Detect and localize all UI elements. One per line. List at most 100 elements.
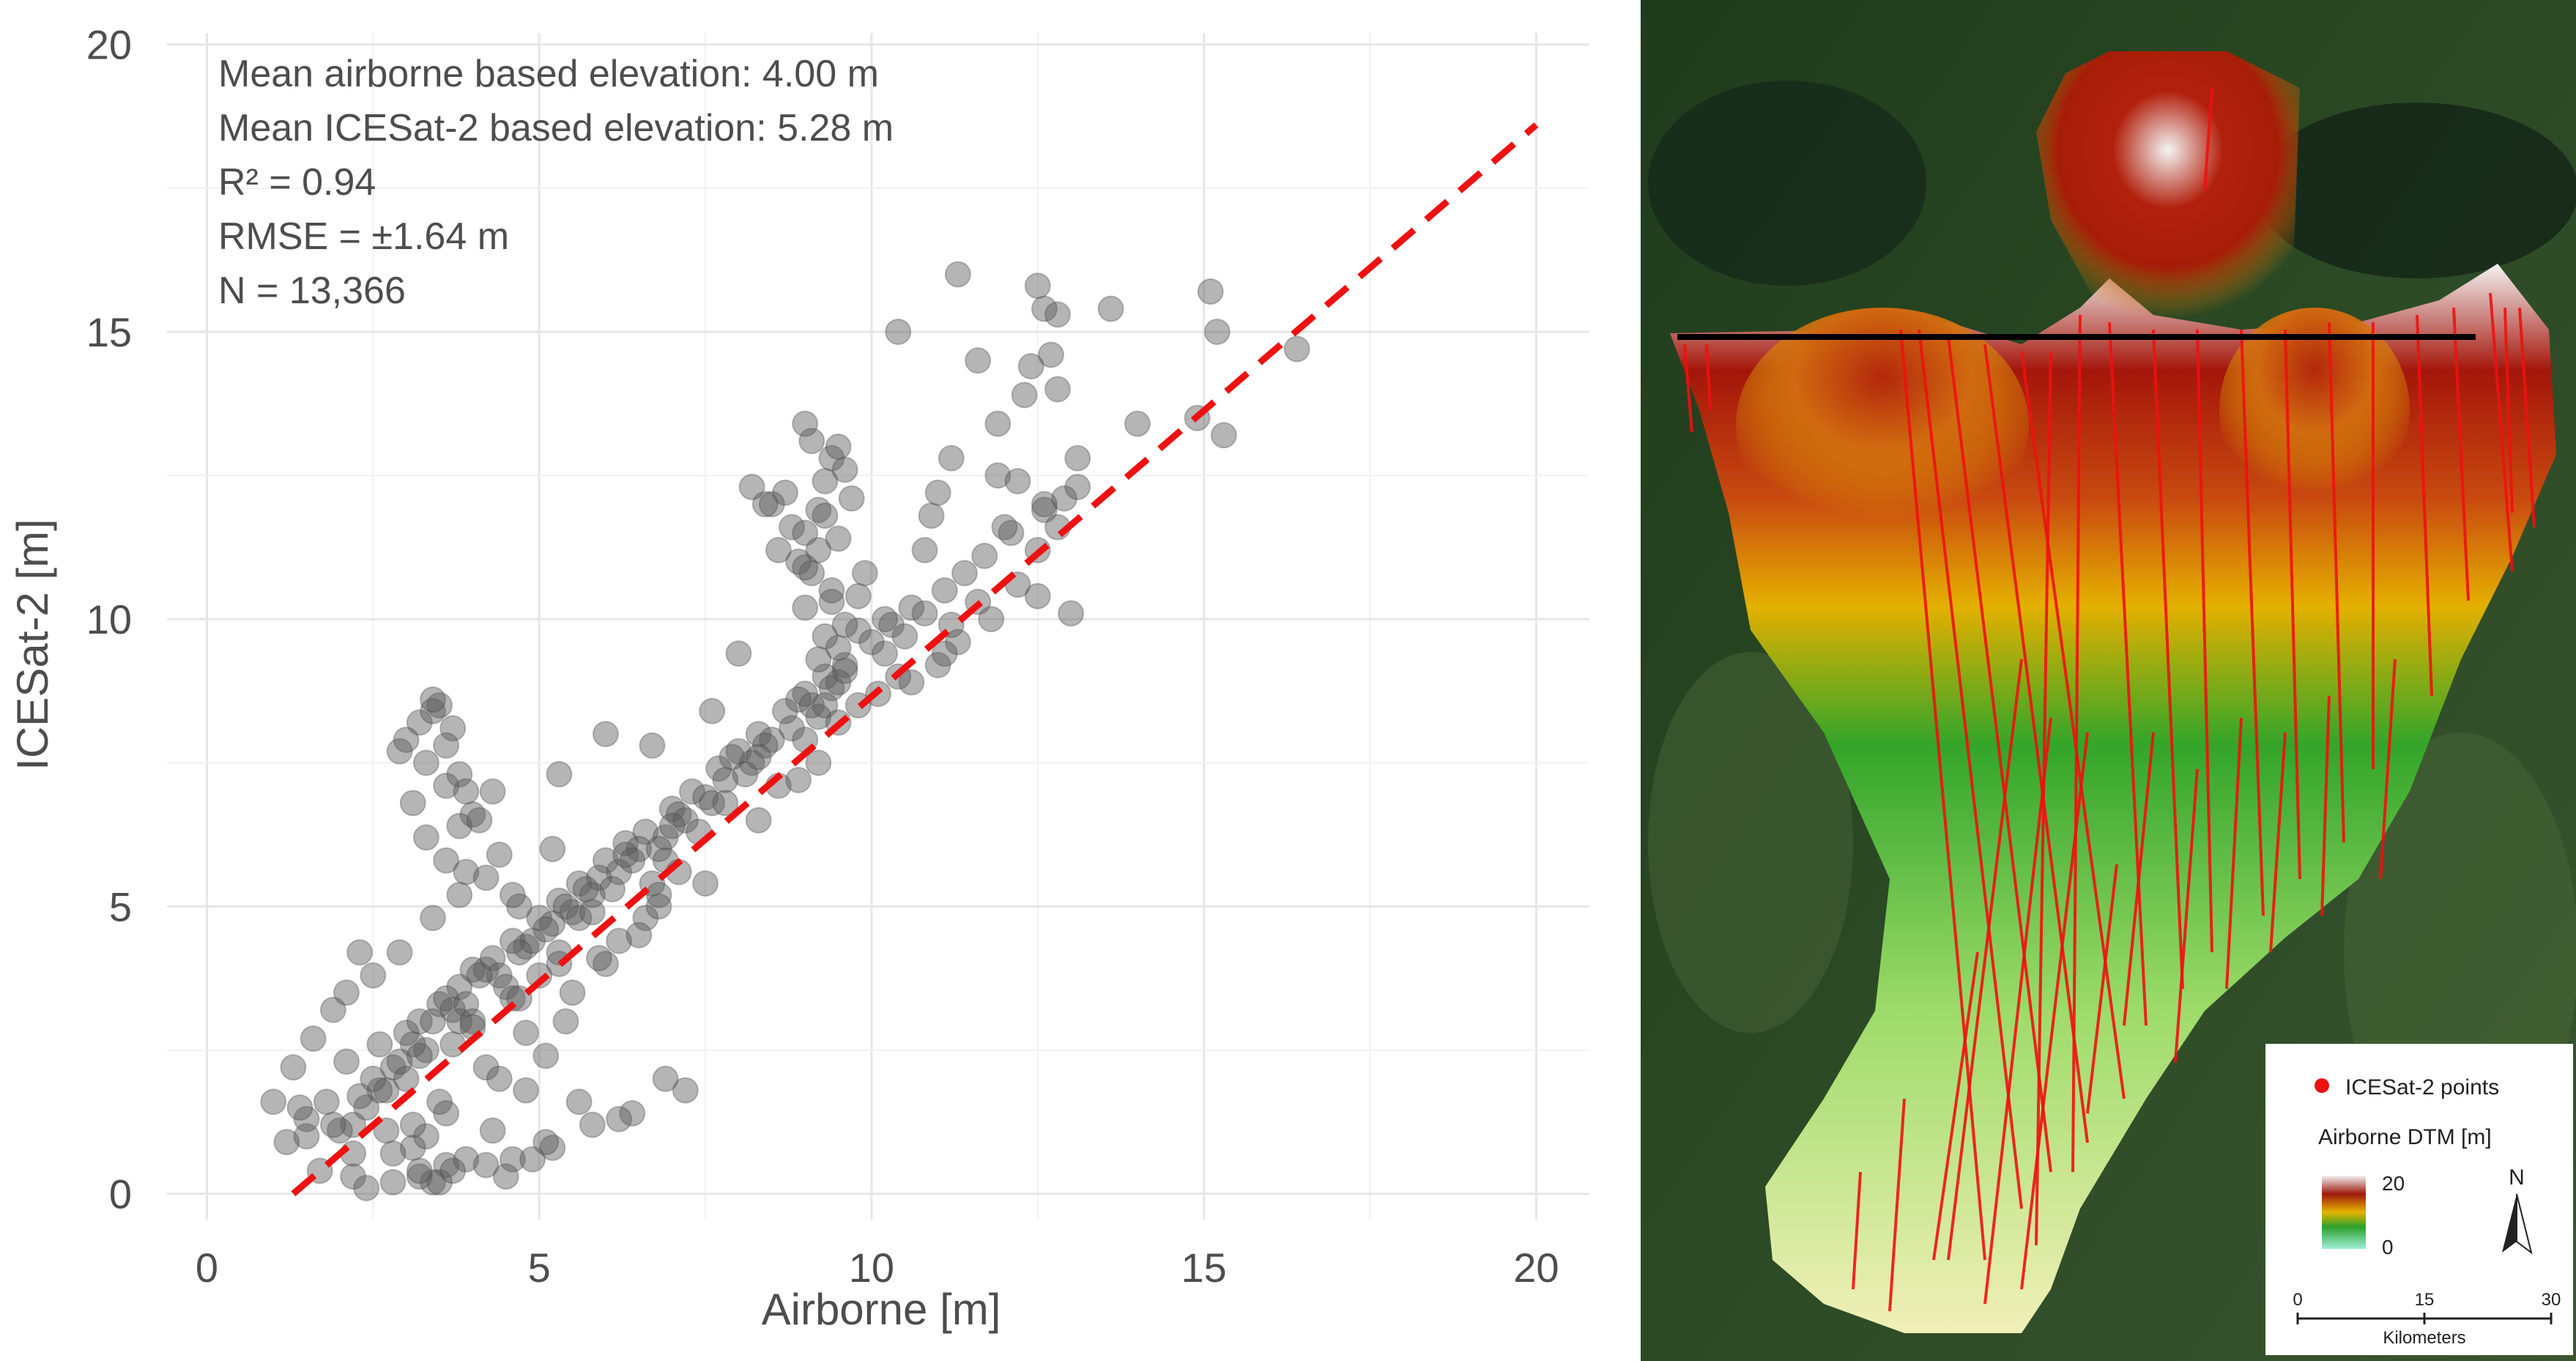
icesat2-track	[2152, 329, 2184, 990]
scatter-point	[818, 445, 845, 472]
scatter-point	[479, 945, 506, 972]
scatter-point	[313, 1089, 340, 1116]
scatter-point	[379, 1169, 407, 1196]
scatter-point	[812, 691, 839, 719]
scatter-point	[699, 697, 726, 724]
scatter-point	[818, 588, 845, 615]
scatter-point	[898, 669, 925, 696]
scatter-point	[1124, 410, 1151, 437]
scatter-point	[672, 1077, 699, 1104]
scatter-point	[1004, 467, 1031, 494]
scatter-point	[459, 1008, 486, 1035]
icesat2-track	[1705, 344, 1712, 411]
scatter-point	[439, 1031, 467, 1058]
scatter-point	[373, 1077, 400, 1104]
icesat2-track	[2320, 695, 2331, 916]
scatter-point	[472, 1054, 500, 1081]
scatter-point	[459, 801, 486, 828]
annotation-mean-airborne: Mean airborne based elevation: 4.00 m	[218, 53, 879, 95]
scatter-point	[412, 824, 439, 851]
scatter-point	[798, 427, 825, 454]
legend-colorbar	[2322, 1176, 2366, 1249]
scatter-point	[719, 743, 746, 771]
scatter-point	[552, 893, 579, 920]
scatter-point	[785, 766, 812, 793]
scatter-point	[419, 1169, 446, 1196]
icesat2-track	[1852, 1171, 1862, 1290]
scatter-point	[439, 715, 467, 742]
scatter-point	[326, 1117, 353, 1144]
annotation-mean-icesat: Mean ICESat-2 based elevation: 5.28 m	[218, 107, 894, 149]
scatter-point	[446, 881, 473, 908]
scatter-point	[453, 1146, 480, 1173]
scatter-point	[539, 835, 566, 862]
scatter-point	[565, 870, 593, 897]
scatter-point	[1031, 491, 1058, 518]
scatter-point	[831, 612, 858, 639]
scatter-point	[885, 318, 912, 345]
icesat2-track	[1983, 344, 2089, 1143]
dtm-upper-lobe	[2036, 51, 2300, 333]
scatter-point	[406, 1008, 433, 1035]
scatter-point	[805, 497, 832, 524]
scatter-point	[672, 806, 699, 834]
scatter-point	[333, 1048, 360, 1075]
scatter-point	[280, 1054, 307, 1081]
scatter-point	[1044, 376, 1072, 403]
dtm-west-ridge	[1736, 308, 2029, 542]
scatter-point	[878, 612, 905, 639]
scatter-point	[599, 875, 626, 902]
scatter-point	[433, 1099, 460, 1127]
scatter-point	[845, 582, 872, 609]
scatter-point	[519, 927, 546, 954]
scatter-point	[412, 1123, 439, 1150]
scatter-point	[319, 1111, 346, 1138]
scatter-point	[1031, 497, 1058, 524]
scatter-point	[419, 686, 446, 713]
scatter-point	[944, 628, 971, 656]
scatter-point	[472, 864, 500, 891]
scatter-point	[486, 841, 513, 868]
scatter-point	[771, 479, 798, 506]
scatter-point	[645, 893, 672, 920]
scatter-point	[1051, 485, 1078, 512]
scatter-point	[419, 697, 446, 724]
scatter-point	[419, 1008, 446, 1035]
scatter-point	[924, 479, 951, 506]
x-tick-label: 20	[1513, 1245, 1559, 1291]
scatter-point	[911, 600, 938, 627]
scale-label-30: 30	[2542, 1290, 2561, 1310]
scatter-point	[1064, 473, 1091, 500]
scatter-point	[785, 686, 812, 713]
scatter-point	[632, 905, 659, 932]
scatter-point	[293, 1123, 320, 1150]
scatter-point	[406, 1042, 433, 1069]
scatter-point	[1203, 318, 1231, 345]
scatter-point	[559, 899, 586, 926]
scatter-point	[639, 732, 666, 759]
scatter-point	[446, 812, 473, 839]
scatter-point	[319, 996, 346, 1023]
x-tick-label: 15	[1181, 1245, 1227, 1291]
scatter-point	[300, 1025, 327, 1052]
scatter-point	[971, 542, 998, 569]
scatter-point	[665, 801, 692, 828]
scatter-point	[386, 939, 413, 966]
scatter-point	[825, 525, 852, 552]
scatter-point	[984, 462, 1012, 489]
scatter-point	[393, 1020, 420, 1047]
scatter-point	[293, 1105, 320, 1132]
scatter-point	[898, 594, 925, 621]
scatter-point	[579, 881, 606, 908]
scatter-point	[499, 984, 526, 1012]
scatter-point	[412, 1036, 439, 1064]
scatter-point	[872, 606, 899, 633]
scatter-point	[459, 956, 486, 983]
scatter-point	[745, 806, 772, 834]
scatter-point	[433, 1152, 460, 1179]
scatter-point	[652, 1065, 679, 1092]
scatter-point	[513, 1020, 540, 1047]
gridlines	[167, 33, 1589, 1220]
scatter-point	[386, 738, 413, 765]
elevation-map: ICESat-2 points Airborne DTM [m] 20 0 N …	[1641, 0, 2576, 1361]
